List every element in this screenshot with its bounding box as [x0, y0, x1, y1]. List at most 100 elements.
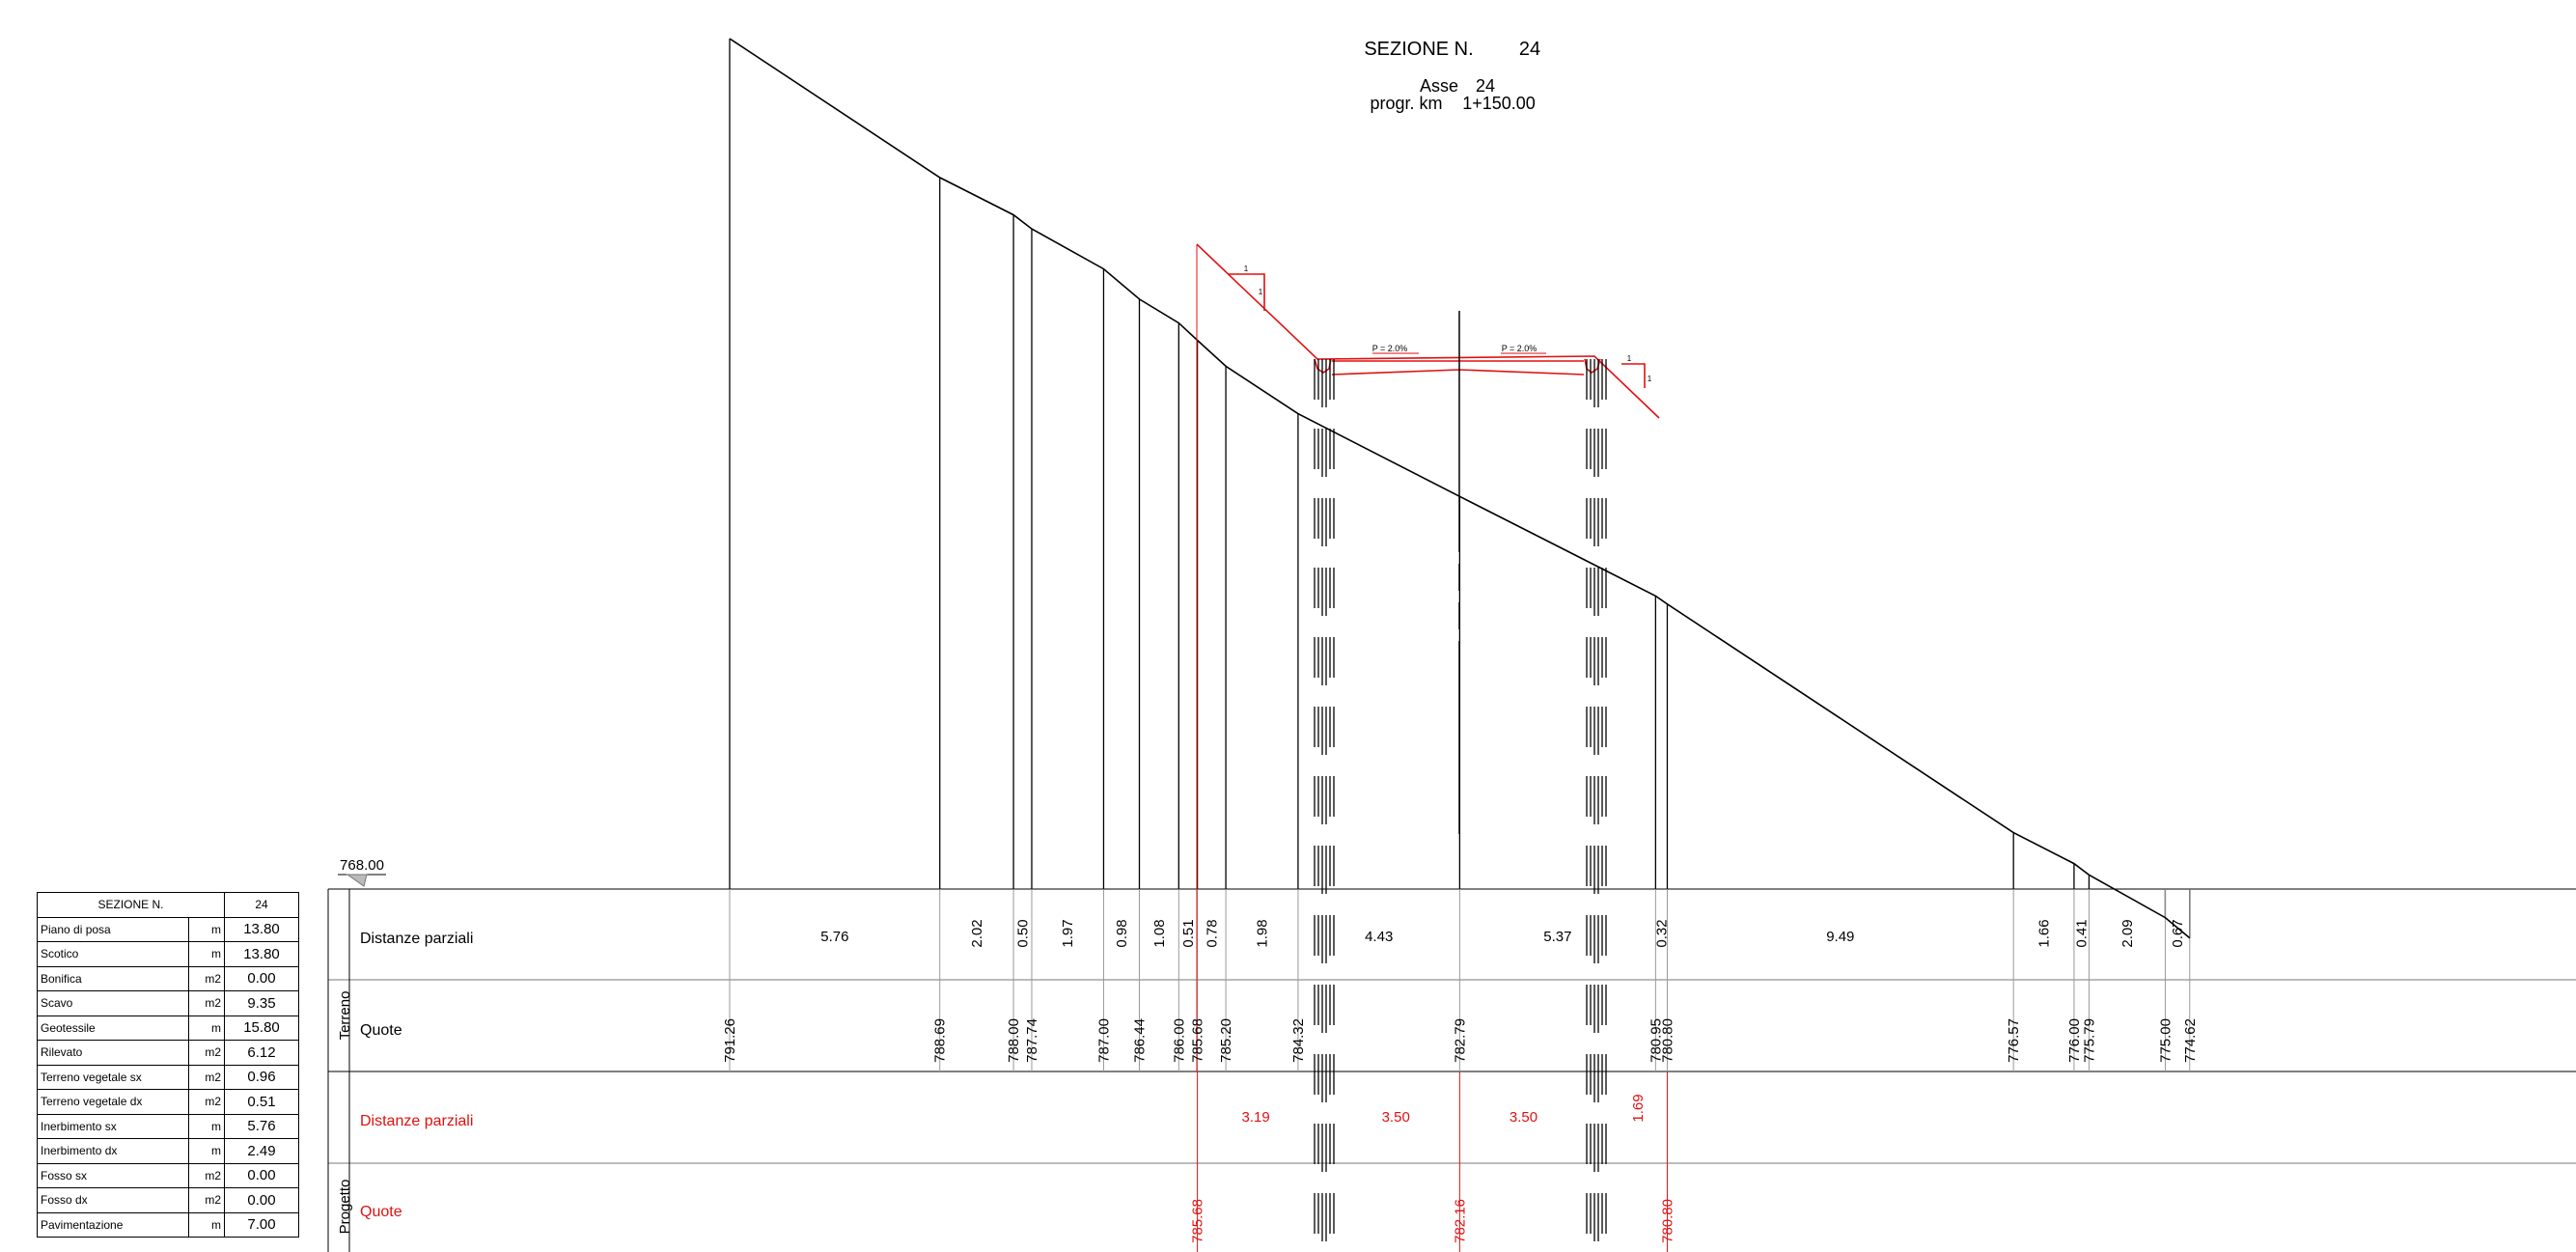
terrain-partial-label: 5.76 — [820, 929, 848, 945]
design-quote-label: 785.68 — [1190, 1199, 1206, 1243]
row-value: 2.49 — [224, 1138, 299, 1164]
row-unit: m2 — [188, 990, 225, 1016]
terrain-quote-label: 787.00 — [1096, 1018, 1113, 1063]
row-unit: m2 — [188, 1187, 225, 1213]
row-unit: m2 — [188, 1040, 225, 1066]
terrain-quote-label: 784.32 — [1290, 1018, 1307, 1063]
row-label: Piano di posa — [37, 916, 189, 942]
terrain-partial-label: 4.43 — [1365, 929, 1393, 945]
terrain-quote-label: 785.68 — [1190, 1018, 1206, 1063]
axis-label: Asse — [1420, 76, 1458, 96]
terrain-quote-label: 787.74 — [1024, 1018, 1040, 1063]
quantities-header-label: SEZIONE N. — [37, 892, 225, 918]
terrain-quote-label: 788.69 — [932, 1018, 949, 1063]
row-value: 0.00 — [224, 1187, 299, 1213]
terrain-partial-label: 0.78 — [1204, 919, 1220, 947]
terrain-quote-label: 788.00 — [1006, 1018, 1022, 1063]
row-value: 0.96 — [224, 1064, 299, 1090]
row-value: 13.80 — [224, 916, 299, 942]
terrain-partial-label: 0.32 — [1653, 919, 1670, 947]
terrain-quote-label: 791.26 — [722, 1018, 738, 1063]
terrain-quotes: 791.26 788.69 788.00 787.74 787.00 786.44 786.… — [722, 1018, 2199, 1063]
terrain-profile — [729, 38, 2191, 939]
slope-label-left: P = 2.0% — [1372, 344, 1408, 353]
design-partial-label: 3.50 — [1510, 1109, 1537, 1126]
progr-value: 1+150.00 — [1462, 94, 1536, 113]
design-partial-label: 1.69 — [1630, 1094, 1647, 1122]
slope-ratio-left-v: 1 — [1259, 288, 1263, 296]
terrain-partial-label: 2.09 — [2119, 919, 2136, 947]
row-unit: m — [188, 1138, 225, 1164]
design-quote-label: 780.80 — [1660, 1199, 1676, 1243]
table-row: Bonifica m2 0.00 — [37, 965, 299, 991]
terrain-quote-label: 785.20 — [1218, 1018, 1234, 1063]
bands-frame — [327, 888, 2576, 1252]
row-unit: m — [188, 916, 225, 942]
axis-number: 24 — [1476, 76, 1495, 96]
row-value: 9.35 — [224, 990, 299, 1016]
design-partial-label: 3.50 — [1382, 1109, 1410, 1126]
terrain-partial-label: 0.67 — [2170, 919, 2186, 947]
quantities-table: SEZIONE N. 24 Piano di posa m 13.80 Scotic… — [37, 892, 299, 1238]
terrain-quote-label: 786.00 — [1171, 1018, 1187, 1063]
terrain-quote-label: 776.57 — [2006, 1018, 2022, 1063]
row-value: 5.76 — [224, 1113, 299, 1139]
progetto-partials-row-label: Distanze parziali — [360, 1113, 473, 1129]
row-unit: m — [188, 1211, 225, 1238]
terrain-partial-label: 1.66 — [2036, 919, 2053, 947]
row-label: Terreno vegetale dx — [37, 1089, 189, 1115]
table-row: Geotessile m 15.80 — [37, 1015, 299, 1041]
table-row: Fosso sx m2 0.00 — [37, 1162, 299, 1188]
table-row: Terreno vegetale dx m2 0.51 — [37, 1089, 299, 1115]
row-value: 15.80 — [224, 1015, 299, 1041]
row-unit: m2 — [188, 1162, 225, 1188]
terrain-quote-label: 780.80 — [1660, 1018, 1676, 1063]
row-unit: m — [188, 941, 225, 967]
slope-label-right: P = 2.0% — [1502, 344, 1537, 353]
row-value: 7.00 — [224, 1211, 299, 1238]
terrain-partial-label: 0.98 — [1114, 919, 1130, 947]
datum-marker — [346, 874, 368, 887]
table-row: Scavo m2 9.35 — [37, 990, 299, 1016]
row-value: 6.12 — [224, 1040, 299, 1066]
row-label: Fosso dx — [37, 1187, 189, 1213]
row-unit: m2 — [188, 1064, 225, 1090]
section-title-number: 24 — [1519, 39, 1540, 60]
row-unit: m2 — [188, 1089, 225, 1115]
table-row: Inerbimento dx m 2.49 — [37, 1138, 299, 1164]
terrain-partial-label: 5.37 — [1543, 929, 1571, 945]
band-group-terreno: Terreno — [337, 991, 353, 1041]
terrain-partial-label: 1.08 — [1151, 919, 1168, 947]
row-label: Scotico — [37, 941, 189, 967]
terrain-quote-label: 775.79 — [2081, 1018, 2097, 1063]
terreno-partials-row-label: Distanze parziali — [360, 931, 473, 947]
row-value: 13.80 — [224, 941, 299, 967]
terrain-partial-label: 0.50 — [1015, 919, 1032, 947]
terrain-quote-label: 774.62 — [2182, 1018, 2199, 1063]
quantities-header-value: 24 — [224, 892, 299, 918]
table-row: Terreno vegetale sx m2 0.96 — [37, 1064, 299, 1090]
design-partials: 3.19 3.50 3.50 1.69 — [1241, 1094, 1647, 1126]
terrain-quote-label: 780.95 — [1648, 1018, 1664, 1063]
row-unit: m — [188, 1015, 225, 1041]
terrain-partial-label: 1.97 — [1060, 919, 1076, 947]
terrain-partial-label: 1.98 — [1255, 919, 1271, 947]
terrain-partial-label: 0.41 — [2074, 919, 2091, 947]
table-row: Piano di posa m 13.80 — [37, 916, 299, 942]
table-row: Inerbimento sx m 5.76 — [37, 1113, 299, 1139]
terreno-quote-row-label: Quote — [360, 1022, 402, 1039]
terrain-partial-label: 0.51 — [1180, 919, 1197, 947]
row-label: Terreno vegetale sx — [37, 1064, 189, 1090]
slope-ratio-left-h: 1 — [1244, 264, 1249, 273]
slope-ratio-right-h: 1 — [1627, 354, 1632, 363]
band-group-progetto: Progetto — [337, 1180, 353, 1235]
terrain-partials: 5.76 2.02 0.50 1.97 0.98 1.08 0.51 0.78 1.98 4.43… — [820, 919, 2186, 947]
design-quotes: 785.68 782.16 780.80 — [1190, 1071, 1676, 1252]
design-partial-label: 3.19 — [1241, 1109, 1269, 1126]
quantities-table-header: SEZIONE N. 24 — [37, 892, 299, 918]
terrain-band-guides — [729, 889, 2191, 1071]
row-label: Pavimentazione — [37, 1211, 189, 1238]
terrain-quote-label: 775.00 — [2157, 1018, 2174, 1063]
terrain-partial-label: 9.49 — [1826, 929, 1854, 945]
